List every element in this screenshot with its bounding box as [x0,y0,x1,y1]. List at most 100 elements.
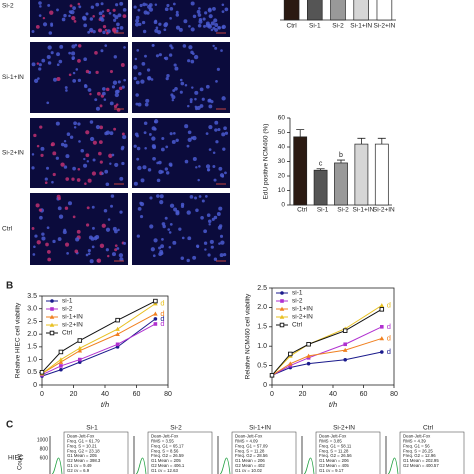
cell [36,144,40,148]
cell [57,206,62,211]
cell [223,252,227,257]
cell [163,28,167,32]
cell [207,168,210,172]
cell [91,205,95,209]
error-bar [296,129,305,137]
stats-line: G2 cv = 8.15 [235,473,260,474]
cell [221,10,225,13]
bar-letter: b [339,152,343,159]
x-tick-label: Si-2+IN [373,23,395,30]
bar [293,136,308,206]
cell [96,91,101,96]
stats-line: G2 cv = 6.52 [319,473,344,474]
cell [158,22,162,26]
x-tick-label: 0 [270,391,274,398]
cell [39,215,43,220]
marker [115,342,120,347]
cell [203,229,208,234]
marker [153,298,158,304]
y-tick-label: 1000 [37,437,48,443]
stats-line: G1 Mean = 202.95 [403,458,439,463]
cell [190,136,194,140]
stats-box [231,431,297,474]
cell [31,153,35,156]
cell [116,22,120,27]
stats-line: G1 cv = 9.17 [319,468,344,473]
cell [33,245,36,249]
y-tick-label: 30 [278,158,286,165]
y-tick-label: 3.0 [27,306,37,313]
cell [47,45,52,50]
cell [85,253,89,257]
cell [91,171,97,176]
cell [47,61,52,65]
marker [379,336,385,341]
x-tick-label: Si-1 [309,23,321,30]
cell [41,236,46,241]
cell [215,79,218,83]
cell [208,7,212,12]
cell [197,13,202,17]
cell [199,87,204,92]
cell [77,122,81,126]
cell [92,15,95,18]
cell [137,165,142,171]
cell [134,57,138,61]
cell [213,215,218,220]
cell [175,10,179,14]
cell [76,229,81,234]
cell [46,54,51,60]
cell [152,145,157,150]
marker [288,361,293,366]
cell [150,78,154,81]
cell [192,255,197,260]
cell [157,30,162,35]
cell [220,49,223,52]
cell [218,206,223,211]
cell [144,54,147,58]
cell [186,258,190,263]
cell [169,7,174,11]
cell [194,105,198,109]
cell [123,46,126,49]
cell [149,196,153,200]
cell [138,72,142,76]
cell [161,222,166,226]
cell [69,11,73,14]
stats-line: Freq. S = 8.56 [151,448,179,453]
cell [221,96,226,101]
cell [71,51,76,56]
y-tick-label: 0.5 [27,369,37,376]
cell [57,237,62,241]
cell [119,1,124,6]
legend-label: si-2+IN [62,322,83,329]
stats-box [399,431,465,474]
marker [115,326,120,331]
cell [56,8,59,12]
cell [66,252,69,255]
cell [172,89,176,93]
cell [75,237,80,242]
cell [175,13,180,17]
legend-label: si-2 [62,306,73,313]
cell [211,217,215,221]
cell [187,59,191,63]
cell [158,246,162,250]
cell [38,208,43,212]
cell [199,104,204,108]
x-tick-label: 60 [133,391,141,398]
significance-label: d [387,333,391,342]
plot-frame [41,295,169,386]
cell [173,63,177,67]
cell [56,63,60,67]
stats-line: G1 Mean = 205 [151,458,181,463]
stats-line: G2 Mean = 406.1 [151,463,185,468]
cell [191,86,194,89]
cell [35,203,40,208]
cell [102,30,106,35]
cell [160,147,165,152]
cell [136,49,140,52]
cell [113,229,118,234]
cell [71,57,75,61]
